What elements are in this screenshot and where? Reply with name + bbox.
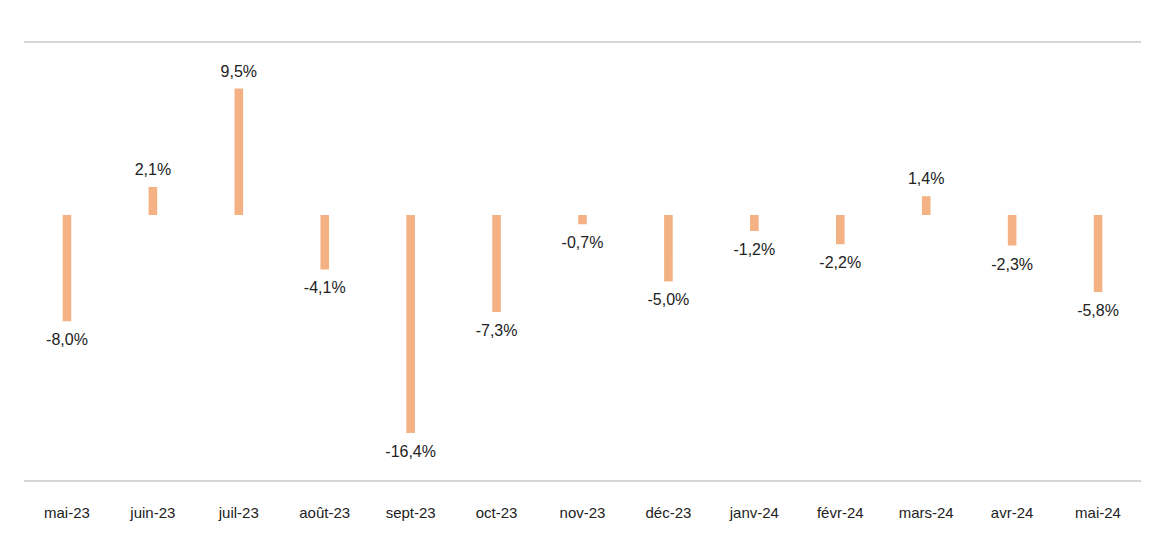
svg-text:-0,7%: -0,7% xyxy=(562,234,604,251)
svg-text:nov-23: nov-23 xyxy=(560,504,606,521)
svg-text:mai-23: mai-23 xyxy=(44,504,90,521)
svg-text:-5,0%: -5,0% xyxy=(648,291,690,308)
svg-text:2,1%: 2,1% xyxy=(135,161,171,178)
svg-text:-2,2%: -2,2% xyxy=(819,254,861,271)
svg-text:9,5%: 9,5% xyxy=(221,63,257,80)
svg-text:-8,0%: -8,0% xyxy=(46,331,88,348)
svg-text:juin-23: juin-23 xyxy=(129,504,175,521)
svg-text:-5,8%: -5,8% xyxy=(1077,302,1119,319)
svg-text:-1,2%: -1,2% xyxy=(733,241,775,258)
svg-text:sept-23: sept-23 xyxy=(386,504,436,521)
svg-text:1,4%: 1,4% xyxy=(908,170,944,187)
svg-text:mars-24: mars-24 xyxy=(899,504,954,521)
svg-text:-2,3%: -2,3% xyxy=(991,256,1033,273)
svg-text:oct-23: oct-23 xyxy=(476,504,518,521)
svg-text:juil-23: juil-23 xyxy=(218,504,259,521)
svg-text:mai-24: mai-24 xyxy=(1075,504,1121,521)
svg-text:avr-24: avr-24 xyxy=(991,504,1034,521)
svg-text:févr-24: févr-24 xyxy=(817,504,864,521)
svg-text:déc-23: déc-23 xyxy=(645,504,691,521)
svg-text:-4,1%: -4,1% xyxy=(304,279,346,296)
svg-text:-7,3%: -7,3% xyxy=(476,322,518,339)
svg-text:août-23: août-23 xyxy=(299,504,350,521)
svg-text:-16,4%: -16,4% xyxy=(385,443,436,460)
svg-text:janv-24: janv-24 xyxy=(729,504,779,521)
